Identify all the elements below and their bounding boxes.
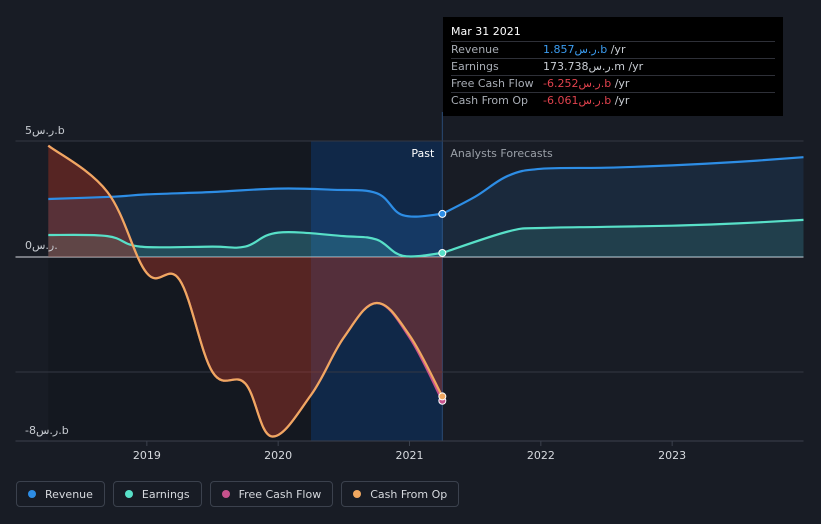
cash-from-op-marker <box>438 392 447 401</box>
cash-from-op-area <box>48 145 443 437</box>
legend-dot-icon <box>124 490 133 498</box>
legend-dot-icon <box>353 490 362 498</box>
tooltip-label: Revenue <box>451 43 499 56</box>
axis-labels: 5ر.س.b 0ر.س. -8ر.س.b 2019 2020 2021 2022 2023 Pa… <box>25 124 686 462</box>
past-highlight <box>311 141 443 441</box>
tooltip-row-earnings: Earnings 173.738ر.س.m /yr <box>451 58 775 75</box>
y-tick-label: 5ر.س.b <box>25 124 65 137</box>
x-tick-label: 2020 <box>264 449 292 462</box>
tooltip-label: Free Cash Flow <box>451 77 534 90</box>
tooltip-unit: /yr <box>624 60 644 73</box>
x-tick-label: 2022 <box>527 449 555 462</box>
series-areas <box>48 145 804 437</box>
legend: Revenue Earnings Free Cash Flow Cash Fro… <box>16 481 460 507</box>
tooltip-date: Mar 31 2021 <box>451 25 521 38</box>
legend-item-revenue[interactable]: Revenue <box>16 481 105 507</box>
x-tick-label: 2021 <box>396 449 424 462</box>
x-tick-label: 2023 <box>658 449 686 462</box>
tooltip-label: Earnings <box>451 60 499 73</box>
revenue-area <box>48 188 443 257</box>
legend-label: Earnings <box>141 487 190 501</box>
y-tick-label: -8ر.س.b <box>25 424 69 437</box>
revenue-forecast-line <box>441 156 804 215</box>
legend-label: Free Cash Flow <box>238 487 322 501</box>
revenue-forecast-area <box>442 157 804 257</box>
tooltip-value: 1.857ر.س.b <box>543 43 608 56</box>
legend-dot-icon <box>221 490 230 498</box>
tooltip-row-cash-from-op: Cash From Op -6.061ر.س.b /yr <box>451 92 775 109</box>
legend-label: Revenue <box>45 487 93 501</box>
past-shade <box>48 141 311 441</box>
tooltip-unit: /yr <box>607 43 626 56</box>
tooltip-panel: Mar 31 2021 Revenue 1.857ر.س.b /yr Earni… <box>443 17 783 116</box>
revenue-marker <box>438 209 447 218</box>
tooltip-row-free-cash-flow: Free Cash Flow -6.252ر.س.b /yr <box>451 75 775 92</box>
tooltip-unit: /yr <box>611 77 630 90</box>
forecast-label: Analysts Forecasts <box>450 147 553 160</box>
series-lines <box>47 144 804 438</box>
tooltip-markers <box>438 209 447 405</box>
tooltip-unit: /yr <box>611 94 630 107</box>
legend-item-cash-from-op[interactable]: Cash From Op <box>341 481 460 507</box>
plot-background <box>48 112 443 441</box>
chart-canvas: 5ر.س.b 0ر.س. -8ر.س.b 2019 2020 2021 2022 2023 Pa… <box>15 112 804 462</box>
x-tick-label: 2019 <box>133 449 161 462</box>
earnings-line <box>48 231 443 258</box>
earnings-marker <box>438 248 447 257</box>
tooltip-value: 173.738ر.س.m <box>543 60 625 73</box>
tooltip-label: Cash From Op <box>451 94 529 107</box>
legend-dot-icon <box>28 490 36 498</box>
earnings-forecast-line <box>441 218 804 255</box>
earnings-area <box>48 232 443 257</box>
free-cash-flow-area <box>48 145 443 437</box>
tooltip-value: -6.061ر.س.b <box>543 94 612 107</box>
legend-label: Cash From Op <box>370 487 448 501</box>
past-label: Past <box>411 147 435 160</box>
legend-item-earnings[interactable]: Earnings <box>112 481 202 507</box>
tooltip-row-revenue: Revenue 1.857ر.س.b /yr <box>451 41 775 58</box>
y-tick-label: 0ر.س. <box>25 239 58 252</box>
tooltip-value: -6.252ر.س.b <box>543 77 612 90</box>
legend-item-free-cash-flow[interactable]: Free Cash Flow <box>209 481 334 507</box>
cash-from-op-line <box>47 144 444 438</box>
revenue-line <box>48 187 443 218</box>
